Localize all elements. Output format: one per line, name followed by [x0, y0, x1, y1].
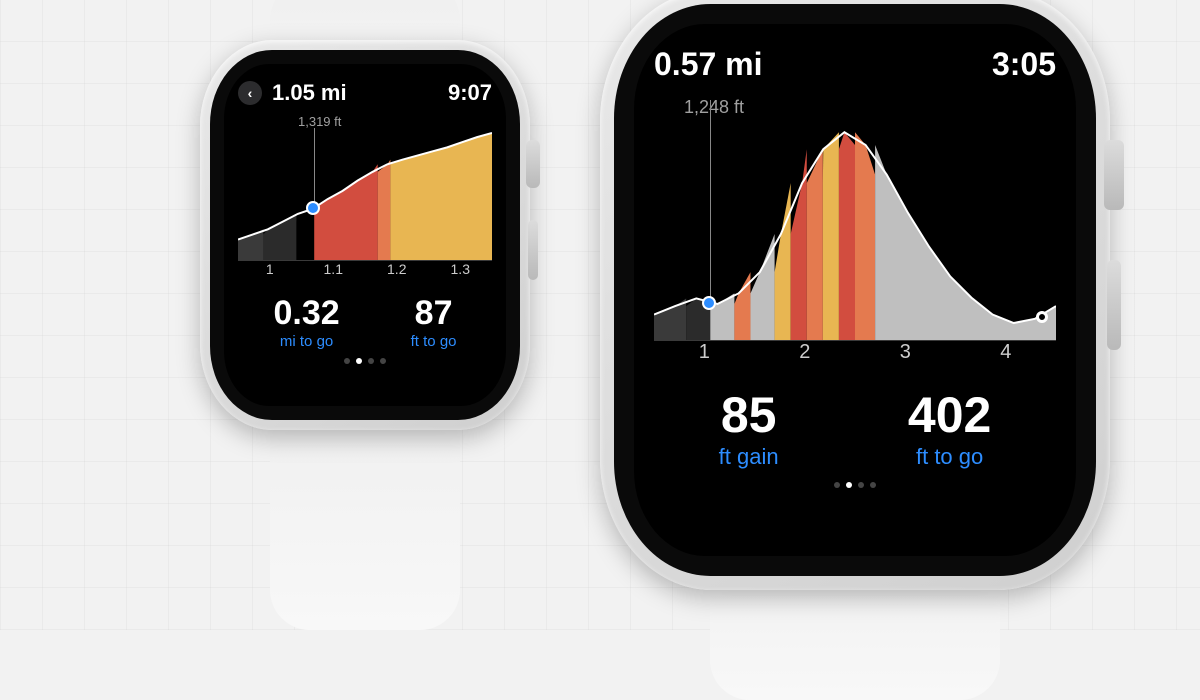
watch-right: 0.57 mi 3:05 1,248 ft 1234 85 ft gain 40… — [600, 0, 1110, 590]
stat-value: 402 — [908, 386, 991, 444]
stat-label: mi to go — [273, 333, 339, 350]
header-time: 3:05 — [992, 46, 1056, 83]
axis-tick: 1 — [238, 261, 302, 282]
chevron-left-icon: ‹ — [248, 85, 253, 101]
digital-crown[interactable] — [526, 140, 540, 188]
watch-screen[interactable]: ‹ 1.05 mi 9:07 1,319 ft 11.11.21.3 0.32 … — [224, 64, 506, 406]
page-dot[interactable] — [846, 482, 852, 488]
digital-crown[interactable] — [1104, 140, 1124, 210]
current-position-marker — [306, 201, 320, 215]
stat-distance-remaining: 0.32 mi to go — [273, 294, 339, 350]
axis-tick: 3 — [855, 341, 956, 368]
page-dot[interactable] — [380, 358, 386, 364]
chart-x-axis: 1234 — [654, 340, 1056, 368]
stat-value: 0.32 — [273, 294, 339, 333]
header-time: 9:07 — [448, 80, 492, 106]
axis-tick: 2 — [755, 341, 856, 368]
elevation-chart[interactable]: 1,319 ft 11.11.21.3 — [238, 114, 492, 282]
route-end-marker — [1036, 311, 1048, 323]
watch-left: ‹ 1.05 mi 9:07 1,319 ft 11.11.21.3 0.32 … — [200, 40, 530, 430]
screen-header: ‹ 1.05 mi 9:07 — [238, 80, 492, 106]
stat-elevation-remaining: 402 ft to go — [908, 386, 991, 470]
elevation-callout: 1,319 ft — [298, 114, 341, 129]
watch-screen[interactable]: 0.57 mi 3:05 1,248 ft 1234 85 ft gain 40… — [634, 24, 1076, 556]
axis-tick: 1.1 — [302, 261, 366, 282]
back-button[interactable]: ‹ — [238, 81, 262, 105]
stats-row: 0.32 mi to go 87 ft to go — [238, 294, 492, 350]
page-dot[interactable] — [834, 482, 840, 488]
page-dot[interactable] — [344, 358, 350, 364]
stat-elevation-gain: 85 ft gain — [719, 386, 779, 470]
watch-bezel: 0.57 mi 3:05 1,248 ft 1234 85 ft gain 40… — [614, 4, 1096, 576]
side-button[interactable] — [1107, 260, 1121, 350]
stat-label: ft to go — [411, 333, 457, 350]
page-dot[interactable] — [368, 358, 374, 364]
screen-header: 0.57 mi 3:05 — [654, 46, 1056, 83]
header-distance: 1.05 mi — [272, 80, 347, 106]
axis-tick: 1 — [654, 341, 755, 368]
stat-label: ft to go — [908, 444, 991, 470]
watch-case: 0.57 mi 3:05 1,248 ft 1234 85 ft gain 40… — [600, 0, 1110, 590]
page-dot[interactable] — [858, 482, 864, 488]
header-distance: 0.57 mi — [654, 46, 763, 83]
side-button[interactable] — [528, 220, 538, 280]
page-indicator[interactable] — [238, 358, 492, 364]
watch-case: ‹ 1.05 mi 9:07 1,319 ft 11.11.21.3 0.32 … — [200, 40, 530, 430]
elevation-chart[interactable]: 1234 — [654, 100, 1056, 368]
stats-row: 85 ft gain 402 ft to go — [654, 386, 1056, 470]
stat-elevation-remaining: 87 ft to go — [411, 294, 457, 350]
watch-bezel: ‹ 1.05 mi 9:07 1,319 ft 11.11.21.3 0.32 … — [210, 50, 520, 420]
stat-label: ft gain — [719, 444, 779, 470]
axis-tick: 1.2 — [365, 261, 429, 282]
stat-value: 85 — [719, 386, 779, 444]
axis-tick: 4 — [956, 341, 1057, 368]
page-dot[interactable] — [356, 358, 362, 364]
page-dot[interactable] — [870, 482, 876, 488]
axis-tick: 1.3 — [429, 261, 493, 282]
chart-x-axis: 11.11.21.3 — [238, 260, 492, 282]
page-indicator[interactable] — [654, 482, 1056, 488]
stat-value: 87 — [411, 294, 457, 333]
